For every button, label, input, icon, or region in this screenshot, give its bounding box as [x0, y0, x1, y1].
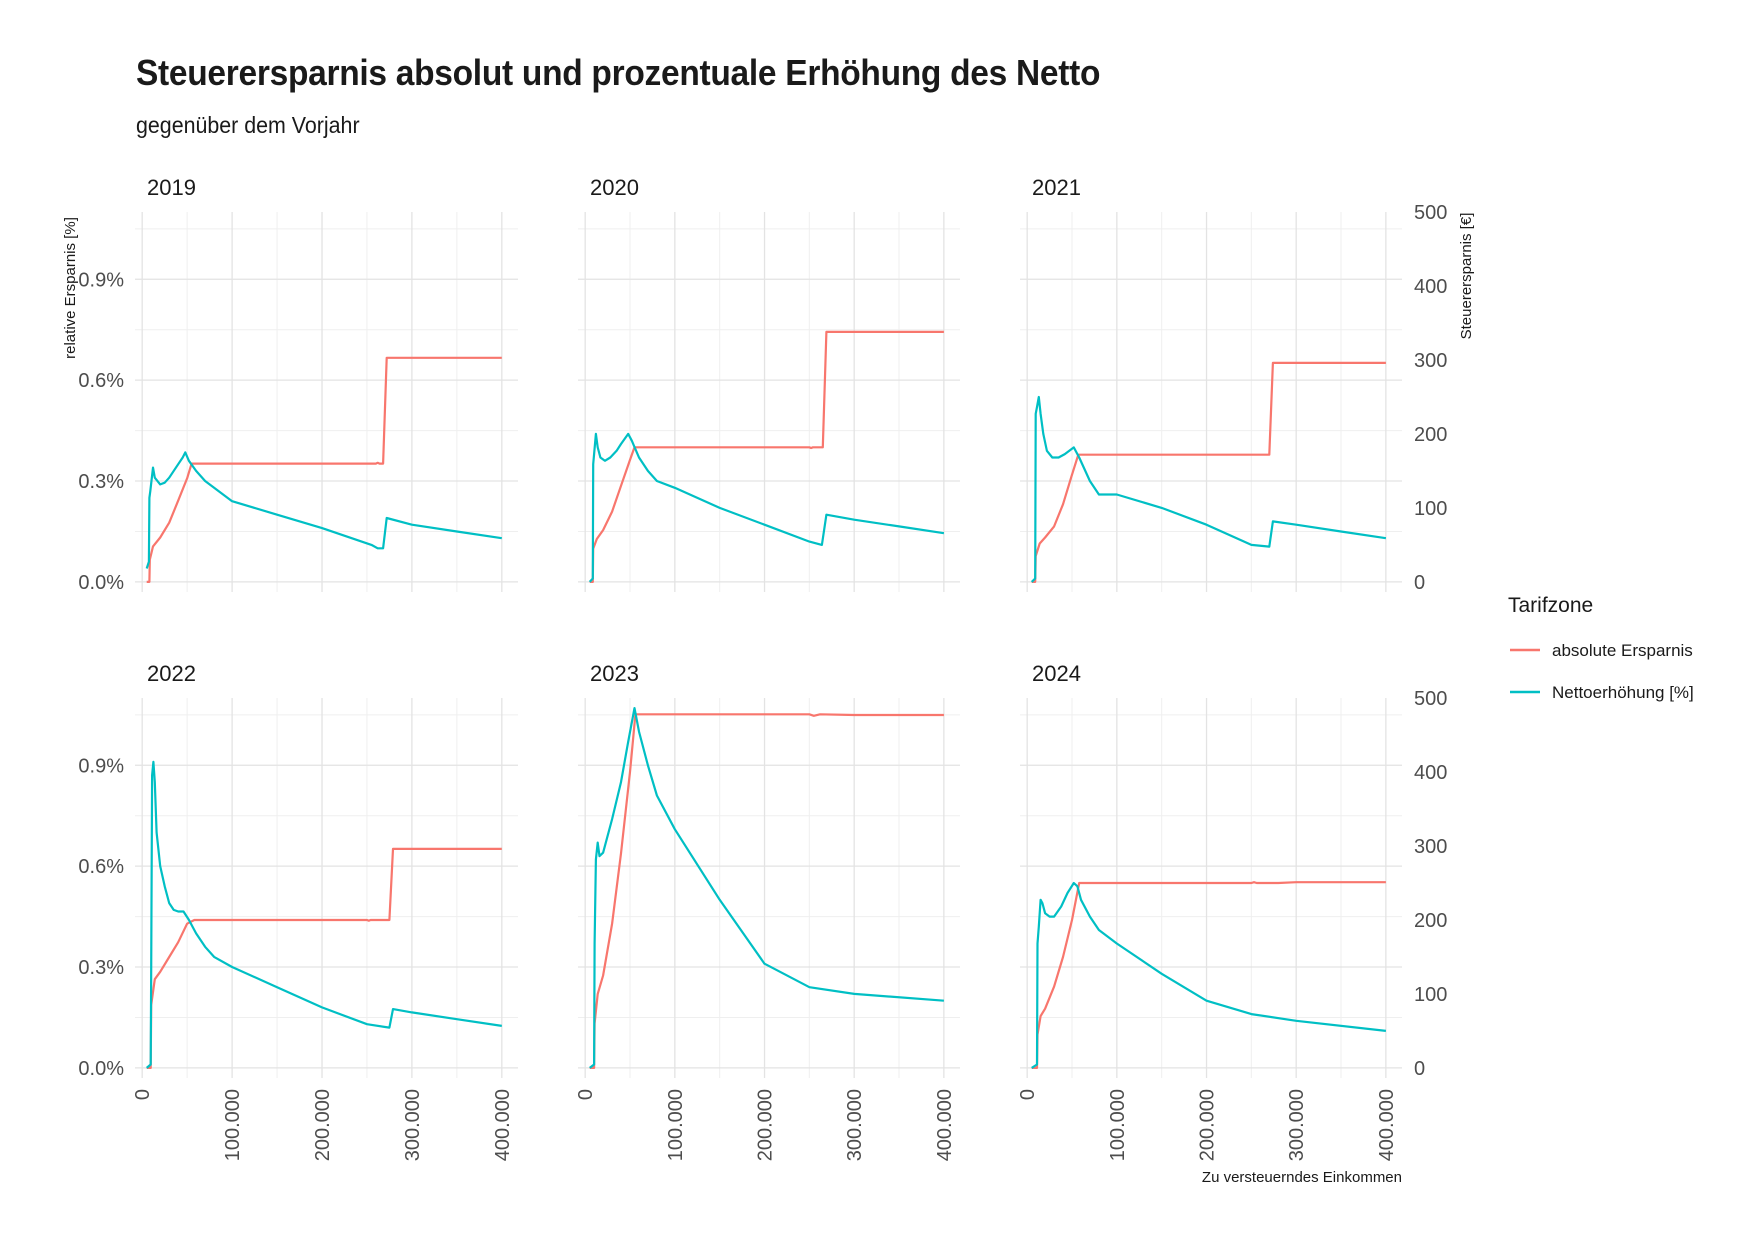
- y-right-tick-label: 400: [1414, 276, 1447, 298]
- legend: Tarifzone absolute Ersparnis Nettoerhöhung…: [1508, 594, 1694, 702]
- series-absolute-savings-line: [146, 356, 502, 584]
- series-absolute-savings-line: [589, 713, 944, 1070]
- y-left-tick-label: 0.9%: [78, 269, 124, 291]
- x-tick-label: 400.000: [934, 1089, 956, 1161]
- x-tick-label: 400.000: [1376, 1089, 1398, 1161]
- series-net-increase-line: [1031, 881, 1387, 1069]
- series-net-increase-line: [1030, 395, 1387, 583]
- y-right-tick-label: 0: [1414, 572, 1425, 594]
- x-tick-label: 0: [1017, 1089, 1039, 1100]
- y-right-tick-label: 500: [1414, 688, 1447, 710]
- facet-panel-2020: 2020: [578, 175, 960, 592]
- x-tick-label: 300.000: [844, 1089, 866, 1161]
- x-tick-label: 200.000: [312, 1089, 334, 1161]
- y-left-tick-label: 0.6%: [78, 370, 124, 392]
- legend-label: absolute Ersparnis: [1552, 641, 1693, 660]
- y-right-tick-label: 200: [1414, 910, 1447, 932]
- series-absolute-savings-line: [589, 330, 944, 584]
- x-tick-label: 300.000: [402, 1089, 424, 1161]
- facet-panel-2022: 2022 0.0% 0.3% 0.6% 0.9% 0 100.000 200.000 300.0…: [78, 661, 518, 1161]
- facet-label: 2020: [590, 175, 639, 200]
- facet-panel-2023: 2023 0 100.000 200.000 300.000 400.000: [575, 661, 960, 1161]
- x-tick-label: 200.000: [755, 1089, 777, 1161]
- x-tick-label: 0: [575, 1089, 597, 1100]
- y-right-tick-label: 400: [1414, 762, 1447, 784]
- y-right-tick-label: 0: [1414, 1058, 1425, 1080]
- facet-label: 2021: [1032, 175, 1081, 200]
- legend-label: Nettoerhöhung [%]: [1552, 683, 1694, 702]
- facet-panel-2021: 2021 0 100 200 300 400 500: [1020, 175, 1447, 594]
- x-tick-label: 300.000: [1286, 1089, 1308, 1161]
- y-left-axis-title: relative Ersparnis [%]: [62, 217, 79, 359]
- x-tick-label: 100.000: [1107, 1089, 1129, 1161]
- x-tick-label: 100.000: [665, 1089, 687, 1161]
- series-net-increase-line: [589, 706, 944, 1069]
- facet-label: 2019: [147, 175, 196, 200]
- y-right-tick-label: 300: [1414, 836, 1447, 858]
- y-left-tick-label: 0.9%: [78, 755, 124, 777]
- y-right-tick-label: 500: [1414, 202, 1447, 224]
- y-right-tick-label: 100: [1414, 984, 1447, 1006]
- y-right-tick-label: 100: [1414, 498, 1447, 520]
- y-left-tick-label: 0.0%: [78, 1058, 124, 1080]
- y-left-tick-label: 0.0%: [78, 572, 124, 594]
- y-left-tick-label: 0.3%: [78, 471, 124, 493]
- y-right-tick-label: 200: [1414, 424, 1447, 446]
- x-tick-label: 400.000: [492, 1089, 514, 1161]
- y-right-axis-title: Steuerersparnis [€]: [1458, 213, 1475, 340]
- x-tick-label: 200.000: [1197, 1089, 1219, 1161]
- y-right-tick-label: 300: [1414, 350, 1447, 372]
- x-tick-label: 100.000: [222, 1089, 244, 1161]
- chart-title: Steuerersparnis absolut und prozentuale …: [136, 52, 1101, 93]
- legend-title: Tarifzone: [1508, 594, 1593, 617]
- facet-label: 2022: [147, 661, 196, 686]
- x-axis-title: Zu versteuerndes Einkommen: [1202, 1169, 1402, 1186]
- series-absolute-savings-line: [1031, 881, 1386, 1070]
- y-left-tick-label: 0.6%: [78, 856, 124, 878]
- series-net-increase-line: [145, 760, 502, 1069]
- x-tick-label: 0: [132, 1089, 154, 1100]
- series-absolute-savings-line: [146, 847, 502, 1070]
- facet-panel-2019: 2019 0.0% 0.3% 0.6% 0.9%: [78, 175, 518, 594]
- series-net-increase-line: [588, 432, 945, 583]
- facet-label: 2024: [1032, 661, 1081, 686]
- y-left-tick-label: 0.3%: [78, 957, 124, 979]
- series-net-increase-line: [145, 451, 502, 569]
- facet-panel-2024: 2024 0 100 200 300 400 500 0 100.000 200.000 300.0…: [1017, 661, 1447, 1161]
- facet-label: 2023: [590, 661, 639, 686]
- chart-subtitle: gegenüber dem Vorjahr: [136, 112, 360, 138]
